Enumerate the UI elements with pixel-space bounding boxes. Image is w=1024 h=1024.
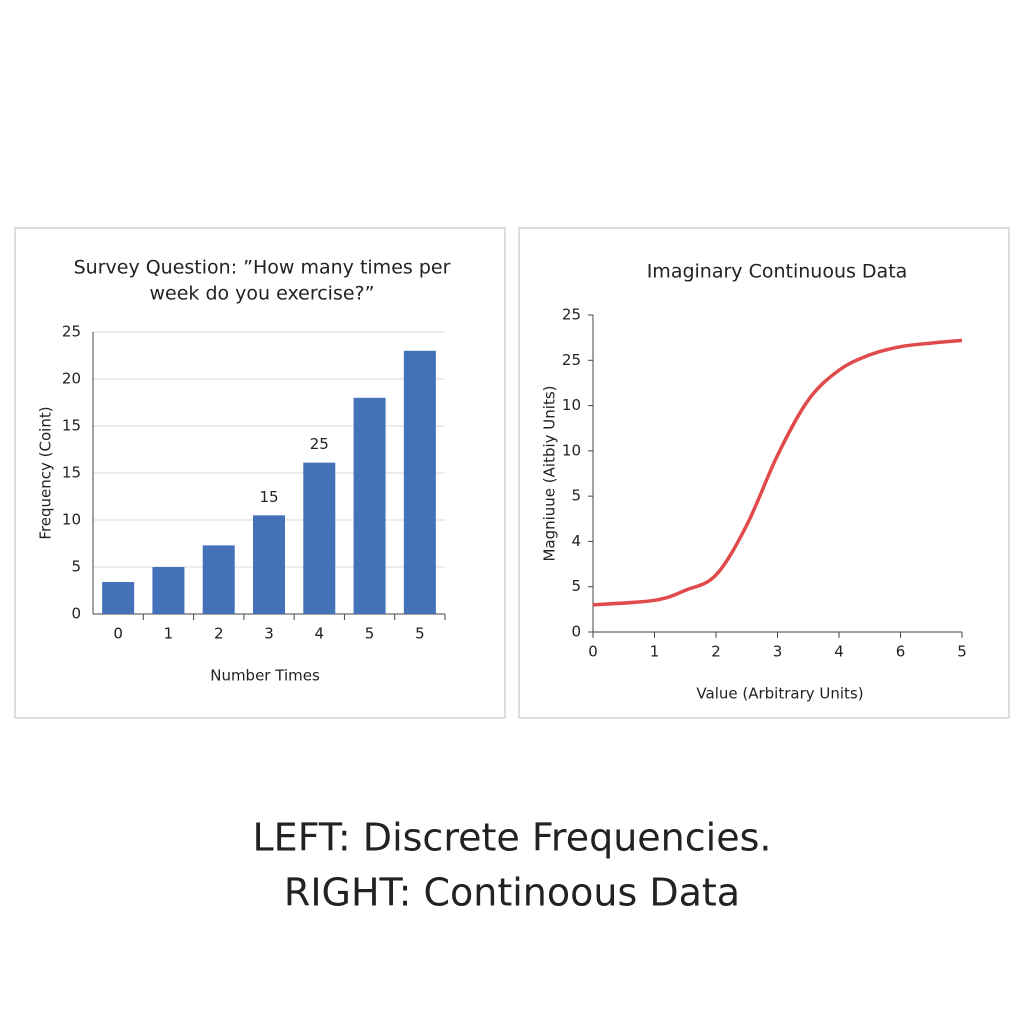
- bar: [152, 567, 185, 614]
- x-tick-label: 5: [415, 625, 425, 643]
- chart-title: Survey Question: ”How many times per: [74, 257, 451, 279]
- y-tick-label: 25: [62, 323, 81, 341]
- chart-title: week do you exercise?”: [150, 283, 375, 305]
- x-tick-label: 2: [711, 643, 721, 661]
- x-axis-label: Number Times: [210, 667, 320, 685]
- y-tick-label: 25: [562, 351, 581, 369]
- x-axis-label: Value (Arbitrary Units): [696, 685, 863, 703]
- y-tick-label: 15: [62, 464, 81, 482]
- x-tick-label: 0: [588, 643, 598, 661]
- y-tick-label: 4: [571, 532, 581, 550]
- y-tick-label: 15: [62, 417, 81, 435]
- caption: RIGHT: Continoous Data: [284, 871, 740, 915]
- x-tick-label: 3: [264, 625, 274, 643]
- x-tick-label: 5: [365, 625, 375, 643]
- bar: [202, 545, 235, 614]
- x-tick-label: 1: [650, 643, 660, 661]
- y-tick-label: 5: [571, 487, 581, 505]
- bar: [102, 582, 135, 614]
- y-tick-label: 0: [571, 623, 581, 641]
- x-tick-label: 0: [113, 625, 123, 643]
- bar: [353, 397, 386, 614]
- annotation: 15: [259, 488, 278, 506]
- x-tick-label: 4: [834, 643, 844, 661]
- chart-title: Imaginary Continuous Data: [647, 261, 908, 283]
- y-tick-label: 5: [71, 558, 81, 576]
- bar: [253, 515, 285, 614]
- y-tick-label: 10: [62, 511, 81, 529]
- y-axis-label: Magniuue (Aitbiy Units): [541, 385, 559, 561]
- annotation: 25: [310, 435, 329, 453]
- x-tick-label: 6: [896, 643, 906, 661]
- x-tick-label: 3: [773, 643, 783, 661]
- x-tick-label: 1: [164, 625, 174, 643]
- y-tick-label: 20: [62, 370, 81, 388]
- x-tick-label: 2: [214, 625, 224, 643]
- y-tick-label: 0: [71, 605, 81, 623]
- y-axis-label: Frequency (Coint): [37, 406, 55, 539]
- y-tick-label: 10: [562, 441, 581, 459]
- bar: [403, 350, 436, 614]
- bar: [303, 462, 336, 614]
- y-tick-label: 25: [562, 306, 581, 324]
- y-tick-label: 5: [571, 577, 581, 595]
- panel: [518, 227, 1010, 719]
- x-tick-label: 5: [957, 643, 967, 661]
- line: [592, 338, 963, 607]
- y-tick-label: 10: [562, 396, 581, 414]
- x-tick-label: 4: [315, 625, 325, 643]
- caption: LEFT: Discrete Frequencies.: [253, 816, 772, 860]
